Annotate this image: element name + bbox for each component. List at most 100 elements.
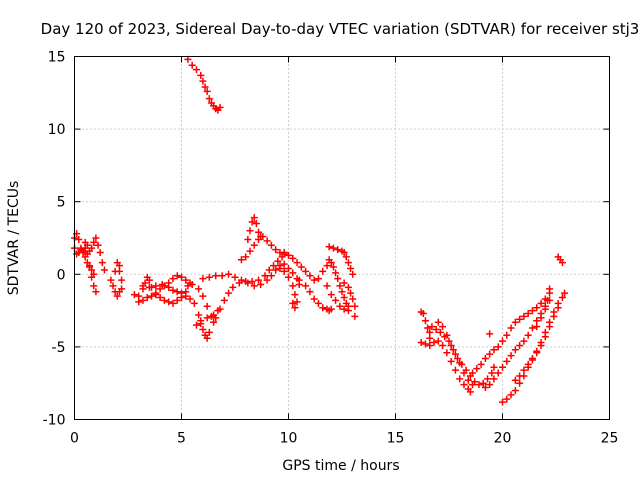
data-point (267, 241, 275, 249)
x-tick-label: 15 (387, 431, 405, 447)
data-point (499, 337, 506, 345)
data-point (118, 276, 126, 284)
series-arc-4 (107, 259, 126, 300)
y-tick-label: 10 (48, 122, 66, 138)
data-point (192, 66, 200, 74)
data-point (451, 350, 459, 358)
series-arc-25 (486, 330, 494, 338)
data-point (272, 266, 280, 274)
data-point (494, 343, 502, 351)
data-point (289, 299, 297, 307)
data-point (550, 312, 558, 320)
data-point (130, 291, 138, 299)
data-point (511, 318, 519, 326)
y-tick-label: 0 (57, 267, 66, 283)
data-point (323, 262, 331, 270)
series-arc-19 (417, 308, 434, 342)
data-point (96, 249, 104, 257)
data-point (158, 280, 166, 288)
data-point (306, 272, 314, 280)
data-point (173, 272, 181, 280)
data-point (88, 244, 96, 252)
data-point (327, 259, 335, 267)
data-point (263, 276, 271, 284)
data-point (439, 341, 447, 349)
data-point (98, 259, 106, 267)
data-point (310, 295, 318, 303)
data-point (554, 304, 562, 312)
series-arc-16 (323, 282, 352, 315)
data-point (225, 289, 233, 297)
data-point (336, 282, 344, 290)
data-point (334, 275, 342, 283)
data-point (310, 276, 318, 284)
data-point (516, 379, 524, 387)
data-point (469, 381, 477, 389)
data-point (205, 328, 213, 336)
data-point (421, 317, 429, 325)
data-point (528, 355, 536, 363)
x-tick-label: 20 (494, 431, 512, 447)
data-point (250, 282, 258, 290)
data-point (285, 251, 292, 259)
data-point (533, 304, 541, 312)
data-point (212, 272, 220, 280)
data-point (349, 270, 357, 278)
data-point (424, 324, 432, 332)
data-point (203, 334, 211, 342)
data-point (436, 328, 444, 336)
data-point (524, 310, 532, 318)
data-point (250, 214, 258, 222)
x-axis-label: GPS time / hours (282, 458, 399, 474)
data-point (426, 334, 434, 342)
data-point (270, 262, 278, 270)
data-point (156, 294, 164, 302)
data-point (516, 372, 524, 380)
data-point (237, 276, 245, 284)
data-point (190, 299, 198, 307)
y-tick-label: -5 (52, 340, 66, 356)
data-point (94, 241, 102, 249)
series-arc-13 (276, 264, 301, 312)
series-arc-9 (192, 249, 288, 329)
data-point (533, 349, 541, 357)
data-point (184, 55, 192, 63)
data-point (449, 346, 457, 354)
data-point (302, 267, 310, 275)
data-point (188, 61, 196, 69)
data-point (342, 253, 350, 261)
data-point (203, 302, 211, 310)
x-tick-label: 0 (70, 431, 79, 447)
data-point (528, 307, 536, 315)
data-point (349, 295, 357, 303)
data-point (265, 266, 273, 274)
y-axis-label: SDTVAR / TECUs (6, 181, 22, 296)
data-point (484, 375, 492, 383)
data-point (507, 391, 515, 399)
data-point (218, 272, 226, 280)
data-point (334, 246, 342, 254)
data-point (173, 288, 181, 296)
data-point (503, 395, 511, 403)
data-point (428, 323, 436, 331)
data-point (475, 381, 483, 389)
data-point (314, 299, 322, 307)
data-point (75, 235, 83, 243)
data-point (541, 333, 549, 341)
series-arc-22 (434, 318, 477, 389)
data-point (329, 263, 337, 271)
data-point (244, 235, 252, 243)
series-arc-15 (297, 256, 352, 310)
data-point (135, 298, 143, 306)
data-point (237, 256, 245, 264)
data-point (466, 388, 474, 396)
data-point (338, 288, 346, 296)
chart-title: Day 120 of 2023, Sidereal Day-to-day VTE… (41, 20, 640, 38)
data-point (520, 312, 528, 320)
data-point (329, 244, 337, 252)
data-point (285, 273, 292, 281)
data-point (499, 363, 506, 371)
data-point (520, 337, 528, 345)
data-point (255, 276, 263, 284)
data-point (481, 384, 489, 392)
